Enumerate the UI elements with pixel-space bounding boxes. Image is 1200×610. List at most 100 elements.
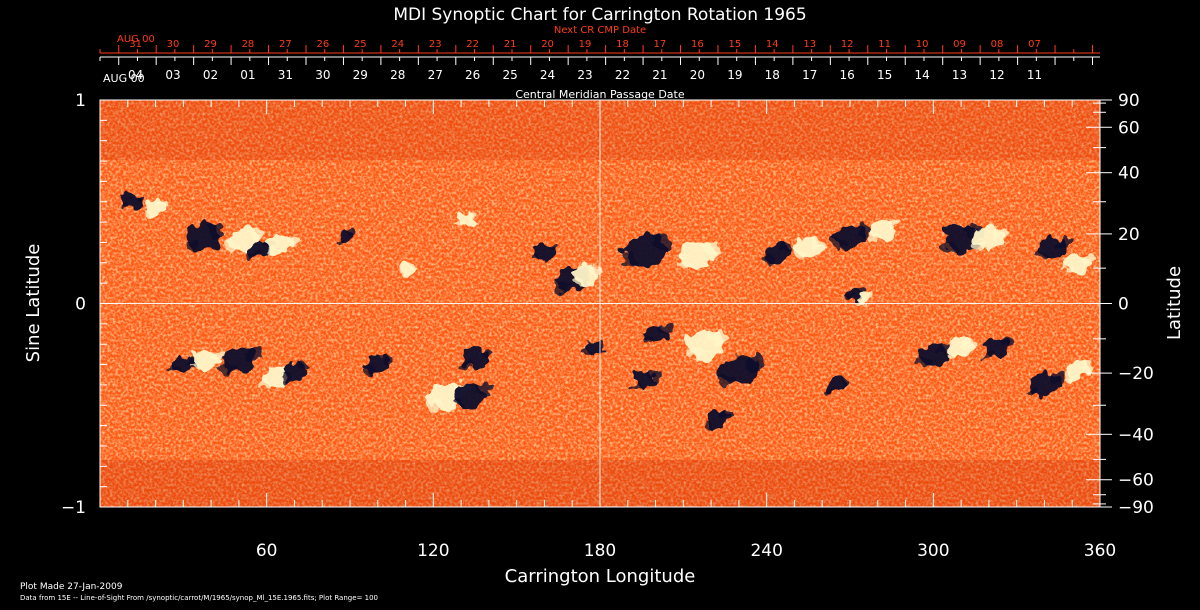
cmp-date-label: 03	[165, 68, 180, 82]
cmp-date-label: 22	[615, 68, 630, 82]
next-cr-axis-label: Next CR CMP Date	[554, 25, 646, 36]
region-positive-fragment	[571, 276, 583, 285]
region-negative-fragment	[917, 356, 930, 366]
cmp-date-label: 15	[877, 68, 892, 82]
region-positive-fragment	[946, 350, 958, 359]
region-negative-fragment	[281, 372, 292, 380]
region-negative-fragment	[1026, 387, 1041, 397]
region-negative-fragment	[479, 347, 494, 358]
region-negative-fragment	[824, 386, 834, 393]
region-negative-fragment	[1049, 373, 1065, 385]
region-positive-fragment	[793, 250, 806, 259]
region-negative-fragment	[839, 377, 849, 385]
y-left-tick-label: −1	[61, 498, 86, 518]
region-positive-fragment	[702, 241, 721, 254]
y-right-tick-label: 60	[1118, 118, 1140, 138]
next-cr-date-label: 25	[354, 39, 367, 50]
x-tick-label: 240	[750, 541, 782, 561]
region-positive-fragment	[249, 228, 265, 240]
next-cr-date-axis: Next CR CMP Date AUG 00 31 30 29 28 27 26 25 24…	[99, 25, 1100, 54]
x-tick-label: 300	[917, 541, 949, 561]
region-positive-fragment	[812, 239, 825, 249]
next-cr-date-label: 27	[279, 39, 292, 50]
region-negative-fragment	[982, 350, 995, 359]
cmp-date-axis: 04 03 02 01 31 30 29 28 27 26 25 24 23 22 21 20 19 18 17 16…	[99, 56, 1100, 101]
region-negative-fragment	[363, 366, 375, 375]
cmp-date-label: 14	[914, 68, 929, 82]
cmp-date-label: 19	[727, 68, 742, 82]
next-cr-date-label: 22	[466, 39, 479, 50]
region-negative-fragment	[744, 356, 765, 370]
region-negative-fragment	[170, 366, 181, 374]
y-axis-left: 1 0 −1	[61, 91, 114, 518]
region-positive-fragment	[993, 226, 1009, 238]
region-positive-fragment	[158, 200, 169, 208]
cmp-date-label: 28	[390, 68, 405, 82]
cmp-date-label: 23	[577, 68, 592, 82]
x-tick-label: 60	[256, 541, 278, 561]
region-positive-fragment	[144, 209, 154, 216]
region-negative-fragment	[1001, 338, 1014, 348]
region-positive-fragment	[209, 350, 224, 360]
region-negative-fragment	[1036, 250, 1050, 260]
region-positive-fragment	[1064, 264, 1075, 272]
y-left-tick-label: 0	[75, 295, 86, 315]
next-cr-date-label: 31	[129, 39, 142, 50]
y-right-tick-label: −20	[1118, 364, 1154, 384]
cmp-date-label: 25	[502, 68, 517, 82]
y-left-tick-label: 1	[75, 91, 86, 111]
region-negative-fragment	[248, 250, 259, 258]
region-negative-fragment	[716, 373, 734, 387]
y-axis-left-label: Sine Latitude	[23, 244, 44, 363]
cmp-date-label: 13	[952, 68, 967, 82]
region-positive-fragment	[266, 246, 278, 255]
region-negative-fragment	[334, 237, 343, 243]
next-cr-date-label: 21	[504, 39, 517, 50]
cmp-date-label: 11	[1027, 68, 1042, 82]
region-negative-fragment	[781, 243, 795, 253]
region-negative-fragment	[207, 223, 225, 236]
x-axis-label: Carrington Longitude	[505, 566, 696, 587]
next-cr-date-label: 08	[991, 39, 1004, 50]
next-cr-date-label: 18	[616, 39, 629, 50]
x-tick-label: 180	[584, 541, 616, 561]
region-negative-fragment	[858, 287, 867, 293]
region-positive-fragment	[711, 330, 730, 344]
region-negative-fragment	[451, 397, 466, 408]
plot-made-note: Plot Made 27-Jan-2009	[20, 582, 123, 592]
region-negative-fragment	[631, 382, 642, 390]
cmp-axis-label: Central Meridian Passage Date	[515, 88, 684, 101]
y-right-tick-label: 20	[1118, 225, 1140, 245]
region-positive-fragment	[407, 263, 415, 269]
region-positive-fragment	[469, 212, 480, 220]
region-negative-fragment	[133, 194, 144, 202]
region-negative-fragment	[647, 372, 660, 381]
region-negative-fragment	[854, 224, 871, 236]
region-negative-fragment	[183, 238, 199, 250]
next-cr-date-label: 13	[803, 39, 816, 50]
cmp-date-label: 01	[240, 68, 255, 82]
data-source-note: Data from 15E -- Line-of-Sight From /syn…	[20, 594, 378, 602]
region-negative-fragment	[547, 244, 560, 253]
cmp-date-label: 30	[315, 68, 330, 82]
region-negative-fragment	[119, 203, 129, 210]
region-negative-fragment	[596, 342, 606, 348]
x-axis: 60 120 180 240 300 360	[99, 100, 1116, 561]
region-positive-fragment	[964, 338, 978, 348]
cmp-date-label: 24	[540, 68, 555, 82]
next-cr-start-label: AUG 00	[117, 34, 155, 45]
next-cr-date-label: 20	[541, 39, 554, 50]
region-positive-fragment	[855, 298, 863, 303]
y-right-tick-label: 40	[1118, 164, 1140, 184]
next-cr-date-label: 10	[916, 39, 929, 50]
region-positive-fragment	[284, 235, 297, 244]
region-positive-fragment	[226, 242, 241, 253]
region-negative-fragment	[642, 335, 653, 343]
next-cr-date-label: 26	[316, 39, 329, 50]
next-cr-date-label: 14	[766, 39, 779, 50]
region-negative-fragment	[531, 254, 542, 262]
region-negative-fragment	[650, 234, 672, 250]
next-cr-date-label: 11	[878, 39, 891, 50]
region-negative-fragment	[937, 343, 952, 354]
